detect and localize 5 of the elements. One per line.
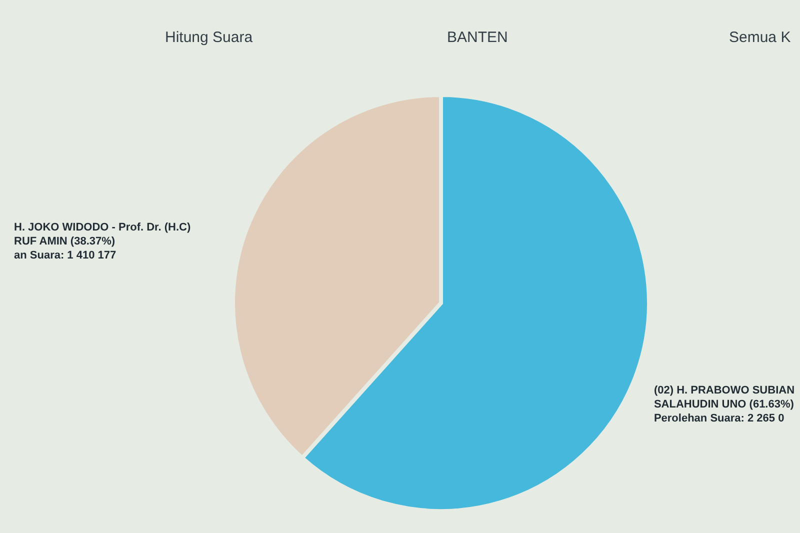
slice-label: (02) H. PRABOWO SUBIAN SALAHUDIN UNO (61.63%) Perolehan Suara: 2 265 0 (654, 384, 795, 424)
text: BANTEN (447, 29, 508, 46)
slice-label: H. JOKO WIDODO - Prof. Dr. (H.C) RUF AMIN (38.37%) an Suara: 1 410 177 (14, 222, 191, 262)
text: Semua K (729, 29, 791, 46)
text: Hitung Suara (165, 29, 254, 46)
